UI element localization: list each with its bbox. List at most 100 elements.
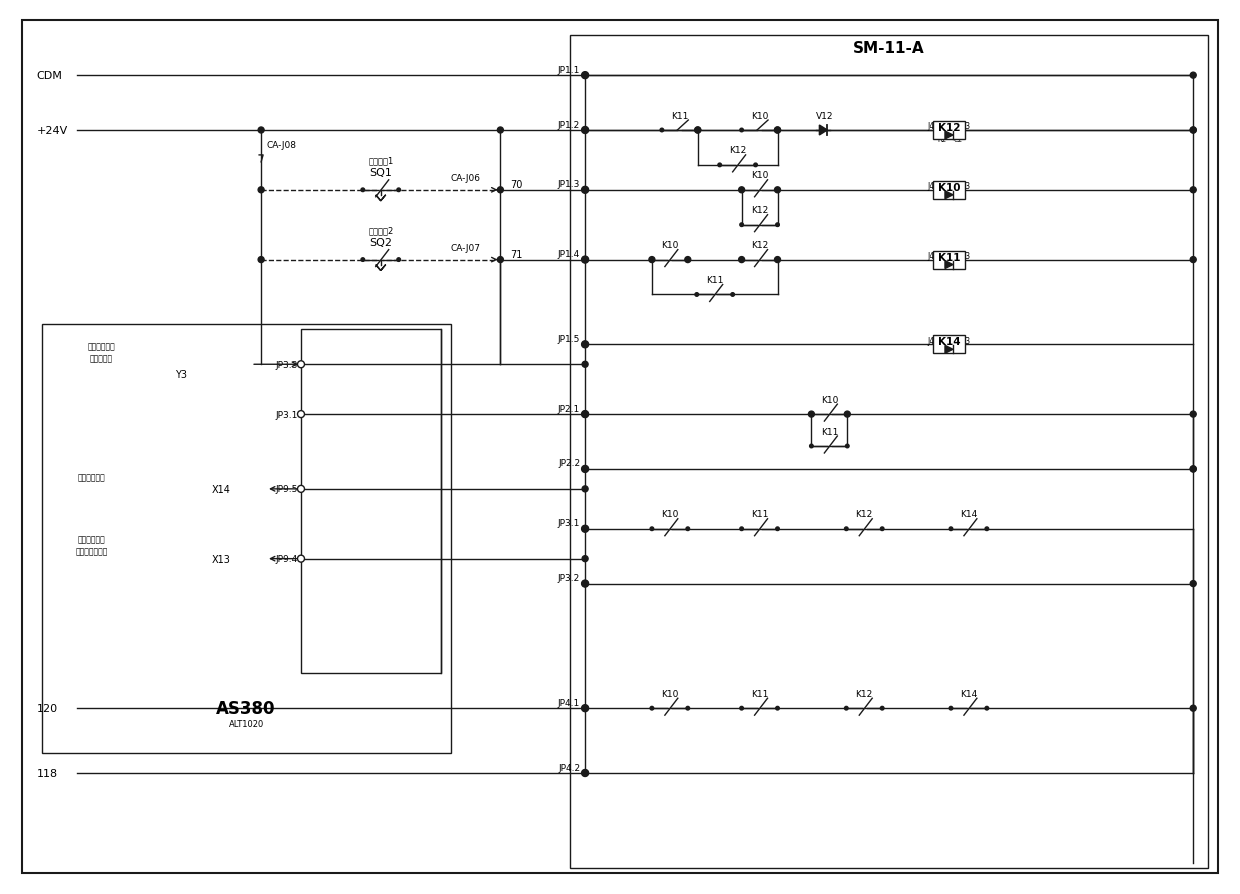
Circle shape	[582, 257, 588, 263]
Text: K11: K11	[706, 275, 723, 284]
Circle shape	[582, 411, 588, 417]
Text: J4: J4	[928, 122, 935, 131]
FancyBboxPatch shape	[570, 37, 1208, 868]
Text: 门区开兴2: 门区开兴2	[368, 226, 393, 235]
Text: K10: K10	[751, 171, 769, 181]
Text: C2: C2	[954, 137, 962, 143]
Circle shape	[582, 187, 589, 194]
Circle shape	[582, 704, 589, 712]
Circle shape	[846, 413, 849, 417]
Text: JP9.4: JP9.4	[275, 554, 298, 563]
FancyBboxPatch shape	[42, 325, 450, 754]
Text: J4: J4	[928, 252, 935, 261]
Circle shape	[650, 706, 653, 710]
Circle shape	[258, 128, 264, 134]
Text: X14: X14	[212, 485, 231, 494]
Circle shape	[361, 189, 365, 192]
Text: JP3.1: JP3.1	[558, 519, 580, 527]
Text: JP9.5: JP9.5	[275, 485, 298, 493]
Text: K10: K10	[937, 182, 960, 192]
Text: K10: K10	[661, 240, 678, 249]
Circle shape	[776, 224, 779, 227]
Circle shape	[649, 257, 655, 263]
Circle shape	[582, 581, 588, 586]
Circle shape	[1190, 467, 1197, 472]
Circle shape	[684, 257, 691, 263]
Circle shape	[497, 128, 503, 134]
Text: J4: J4	[928, 182, 935, 191]
Circle shape	[696, 129, 699, 132]
Text: R2: R2	[937, 137, 946, 143]
Circle shape	[730, 293, 734, 297]
Circle shape	[582, 770, 589, 777]
Circle shape	[776, 527, 779, 531]
Text: J3: J3	[963, 122, 971, 131]
Circle shape	[740, 189, 744, 192]
Circle shape	[846, 444, 849, 448]
Circle shape	[1190, 73, 1197, 79]
Circle shape	[582, 411, 589, 418]
Polygon shape	[820, 126, 827, 136]
Circle shape	[1190, 128, 1197, 134]
Circle shape	[582, 127, 589, 134]
Text: 选开门关开门: 选开门关开门	[78, 535, 105, 544]
Circle shape	[497, 257, 503, 263]
Circle shape	[754, 164, 758, 167]
Text: K10: K10	[661, 510, 678, 519]
Text: 选开门关门翻: 选开门关门翻	[88, 342, 115, 351]
Circle shape	[1190, 128, 1197, 134]
Text: ALT1020: ALT1020	[228, 719, 264, 728]
Circle shape	[776, 189, 779, 192]
Text: K10: K10	[821, 395, 838, 404]
Text: JP3.2: JP3.2	[558, 573, 580, 582]
Circle shape	[810, 413, 813, 417]
Circle shape	[582, 362, 588, 367]
Circle shape	[740, 129, 744, 132]
Text: K11: K11	[937, 252, 960, 262]
Text: K11: K11	[671, 112, 688, 121]
Circle shape	[740, 224, 744, 227]
Circle shape	[298, 485, 305, 493]
FancyBboxPatch shape	[932, 336, 965, 354]
Circle shape	[775, 128, 780, 134]
Circle shape	[298, 555, 305, 562]
Polygon shape	[376, 196, 386, 201]
Circle shape	[1190, 581, 1197, 586]
Polygon shape	[945, 346, 954, 354]
Circle shape	[949, 706, 952, 710]
Circle shape	[582, 770, 588, 776]
Polygon shape	[945, 191, 954, 199]
Text: JP1.5: JP1.5	[558, 334, 580, 343]
Circle shape	[949, 527, 952, 531]
Text: SQ1: SQ1	[370, 168, 392, 178]
Circle shape	[582, 411, 588, 417]
Text: CA-J06: CA-J06	[450, 174, 480, 183]
Text: CA-J07: CA-J07	[450, 244, 480, 253]
Circle shape	[650, 527, 653, 531]
Circle shape	[258, 188, 264, 194]
Circle shape	[582, 342, 589, 349]
Circle shape	[1190, 411, 1197, 417]
Text: AS380: AS380	[217, 699, 277, 717]
Text: J3: J3	[963, 182, 971, 191]
Circle shape	[582, 188, 588, 194]
Circle shape	[660, 129, 663, 132]
Text: K11: K11	[751, 510, 769, 519]
Circle shape	[739, 257, 744, 263]
Text: 有平层继电: 有平层继电	[91, 354, 113, 363]
Circle shape	[686, 527, 689, 531]
Circle shape	[582, 580, 589, 587]
Text: V12: V12	[816, 112, 833, 121]
Circle shape	[776, 258, 779, 262]
FancyBboxPatch shape	[301, 330, 440, 673]
Text: Y3: Y3	[175, 370, 187, 380]
Circle shape	[810, 444, 813, 448]
Circle shape	[776, 706, 779, 710]
Circle shape	[686, 258, 689, 262]
Text: JP1.3: JP1.3	[558, 180, 580, 190]
Circle shape	[1190, 188, 1197, 194]
Text: K14: K14	[960, 689, 977, 698]
Circle shape	[582, 73, 588, 79]
Text: CDM: CDM	[37, 72, 63, 81]
Circle shape	[776, 129, 779, 132]
